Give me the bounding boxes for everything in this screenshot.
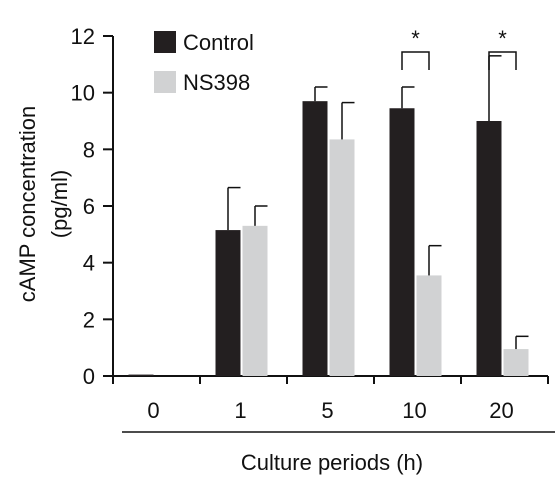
bar-control-1 [215,230,241,376]
y-tick-label: 12 [71,24,95,49]
bar-control-20 [476,121,502,376]
bar-control-5 [302,101,328,377]
legend: Control NS398 [154,30,254,95]
bar-ns398-1 [242,225,268,376]
bars [128,55,529,377]
x-tick-label: 10 [402,398,426,423]
axes: 0 2 4 6 8 10 12 0 1 5 10 20 [71,24,555,433]
y-tick-label: 4 [83,251,95,276]
x-tick-label: 5 [321,398,333,423]
legend-swatch-ns398 [154,71,176,93]
significance-star-10: * [411,26,420,51]
x-tick-label: 1 [234,398,246,423]
bar-control-0 [128,374,154,376]
legend-swatch-control [154,31,176,53]
y-axis-label: cAMP concentration [15,106,40,302]
bar-control-10 [389,108,415,376]
legend-label-control: Control [183,30,254,55]
x-tick-label: 0 [147,398,159,423]
bar-ns398-5 [329,139,355,376]
bar-ns398-10 [416,275,442,376]
y-tick-label: 6 [83,194,95,219]
x-axis-label: Culture periods (h) [241,450,423,475]
significance-annotations: * * [401,26,517,70]
significance-bracket-10 [401,51,430,70]
bar-ns398-20 [503,349,529,376]
significance-bracket-20 [488,51,517,70]
legend-label-ns398: NS398 [183,70,250,95]
y-tick-label: 2 [83,307,95,332]
y-axis-label-unit: (pg/ml) [47,170,72,238]
y-tick-label: 10 [71,81,95,106]
significance-star-20: * [498,26,507,51]
y-tick-label: 0 [83,364,95,389]
y-tick-label: 8 [83,137,95,162]
x-tick-label: 20 [489,398,513,423]
